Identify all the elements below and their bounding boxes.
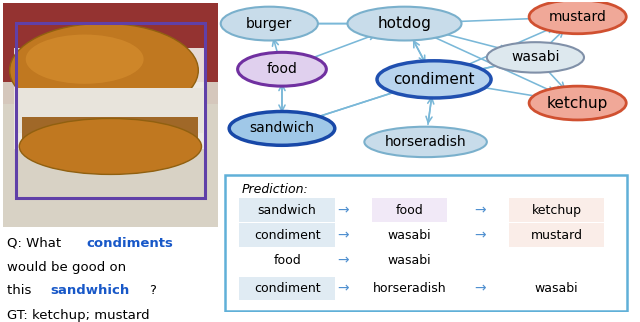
Text: sandwich: sandwich (258, 204, 317, 217)
Text: food: food (273, 254, 301, 267)
Ellipse shape (221, 7, 318, 41)
Text: condiment: condiment (394, 72, 475, 87)
Ellipse shape (19, 118, 202, 175)
FancyBboxPatch shape (18, 88, 203, 133)
Text: this: this (8, 284, 36, 297)
FancyBboxPatch shape (239, 198, 335, 222)
Text: would be good on: would be good on (8, 261, 127, 274)
FancyBboxPatch shape (239, 223, 335, 247)
Text: food: food (266, 62, 298, 76)
Text: Prediction:: Prediction: (241, 184, 308, 196)
Ellipse shape (348, 7, 461, 41)
Text: mustard: mustard (531, 229, 583, 242)
Text: →: → (337, 203, 349, 217)
FancyBboxPatch shape (372, 198, 447, 222)
Text: wasabi: wasabi (388, 229, 431, 242)
Ellipse shape (529, 86, 627, 120)
Ellipse shape (237, 52, 326, 86)
Ellipse shape (377, 61, 491, 98)
FancyBboxPatch shape (22, 117, 198, 144)
Text: →: → (337, 253, 349, 268)
Text: ketchup: ketchup (547, 96, 609, 110)
Text: burger: burger (246, 17, 292, 31)
Ellipse shape (229, 111, 335, 145)
Text: mustard: mustard (548, 10, 607, 24)
Text: food: food (396, 204, 424, 217)
FancyBboxPatch shape (509, 223, 604, 247)
Text: →: → (474, 228, 486, 242)
Ellipse shape (364, 127, 487, 157)
Text: wasabi: wasabi (535, 282, 579, 295)
Text: condiments: condiments (87, 236, 173, 250)
FancyBboxPatch shape (14, 48, 207, 149)
Text: GT: ketchup; mustard: GT: ketchup; mustard (8, 309, 150, 322)
Text: →: → (337, 228, 349, 242)
Text: horseradish: horseradish (385, 135, 467, 149)
Text: wasabi: wasabi (388, 254, 431, 267)
FancyBboxPatch shape (509, 198, 604, 222)
Text: hotdog: hotdog (378, 16, 431, 31)
Text: horseradish: horseradish (372, 282, 446, 295)
Text: sandwhich: sandwhich (51, 284, 130, 297)
Text: Q: What: Q: What (8, 236, 66, 250)
Ellipse shape (10, 24, 198, 117)
Text: sandwich: sandwich (250, 121, 314, 135)
Text: wasabi: wasabi (511, 51, 559, 64)
FancyBboxPatch shape (225, 175, 627, 311)
Text: condiment: condiment (254, 229, 321, 242)
Text: ?: ? (149, 284, 156, 297)
FancyBboxPatch shape (3, 81, 218, 227)
Text: ketchup: ketchup (532, 204, 582, 217)
FancyBboxPatch shape (3, 3, 218, 227)
Ellipse shape (26, 34, 143, 84)
FancyBboxPatch shape (3, 3, 218, 104)
Text: →: → (474, 281, 486, 296)
FancyBboxPatch shape (239, 277, 335, 300)
Ellipse shape (487, 42, 584, 73)
Ellipse shape (529, 0, 627, 34)
Text: →: → (337, 281, 349, 296)
Text: →: → (474, 203, 486, 217)
Text: condiment: condiment (254, 282, 321, 295)
